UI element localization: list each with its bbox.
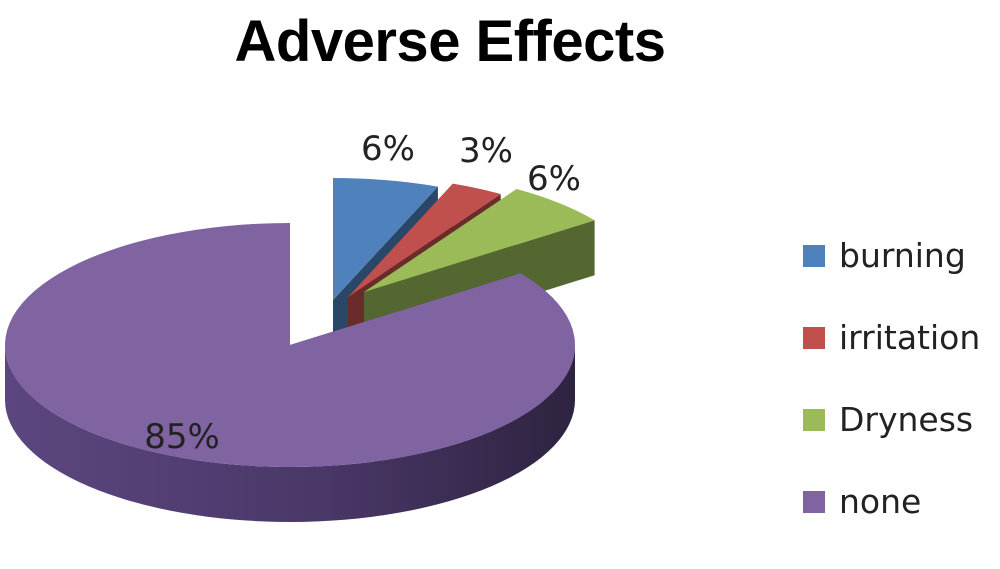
pie-slices — [5, 178, 595, 467]
pie-data-labels: 6% 3% 6% 85% — [144, 129, 581, 457]
pie-slice-irritation — [348, 183, 501, 297]
slice-outer-wall-none — [5, 345, 575, 522]
pie-slice-burning — [333, 178, 438, 300]
pie-slice-none — [5, 223, 576, 467]
legend-label-dryness: Dryness — [839, 400, 974, 439]
legend-label-none: none — [839, 482, 922, 521]
data-label-irritation: 3% — [459, 131, 513, 171]
legend-swatch-dryness — [803, 409, 825, 431]
pie-slice-dryness — [364, 189, 595, 292]
data-label-burning: 6% — [361, 129, 415, 169]
data-label-none: 85% — [144, 417, 220, 457]
data-label-dryness: 6% — [527, 159, 581, 199]
legend-label-burning: burning — [839, 236, 966, 275]
chart-title: Adverse Effects — [234, 9, 666, 74]
legend-swatch-irritation — [803, 327, 825, 349]
legend-swatch-none — [803, 491, 825, 513]
legend-label-irritation: irritation — [839, 318, 981, 357]
legend-swatch-burning — [803, 245, 825, 267]
